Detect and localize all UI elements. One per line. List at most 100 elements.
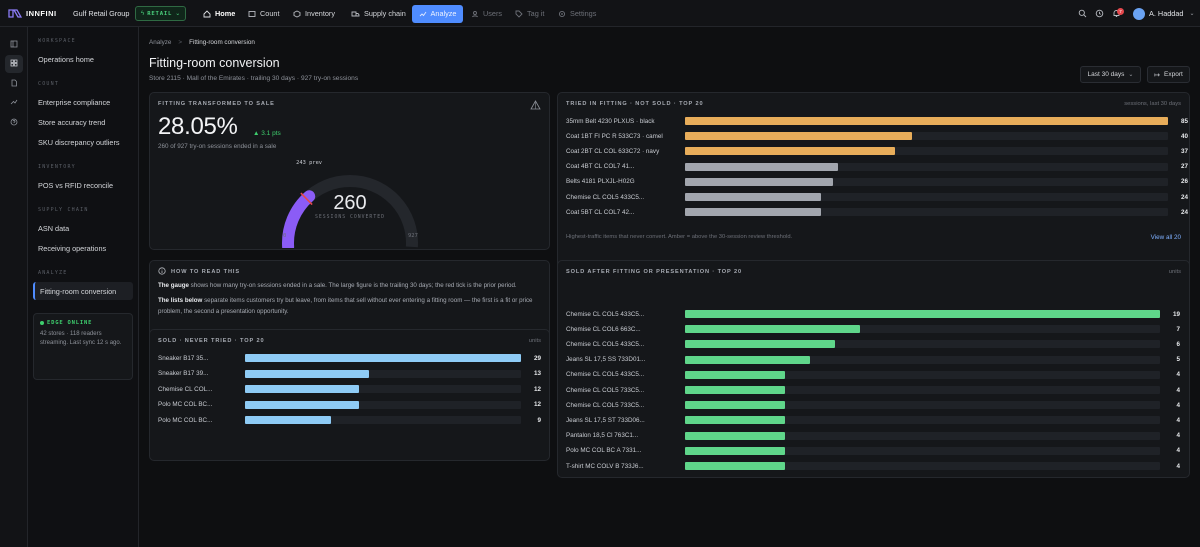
view-all-link[interactable]: View all 20: [1150, 234, 1181, 241]
bar-track: [685, 147, 1168, 156]
bar-row[interactable]: Chemise CL COL5 733C5... 4: [566, 384, 1180, 396]
bar-track: [685, 446, 1160, 455]
user-menu[interactable]: A. Haddad ⌄: [1133, 0, 1195, 27]
rail-help-button[interactable]: [5, 114, 23, 132]
bar-row[interactable]: Coat 2BT CL COL 633C72 · navy 37: [566, 145, 1188, 157]
nav-analyze[interactable]: Analyze: [412, 0, 463, 27]
bar-track: [685, 431, 1160, 440]
bar-row[interactable]: Belts 4181 PLXJL-H02G 26: [566, 176, 1188, 188]
bar-row[interactable]: Chemise CL COL5 433C5... 6: [566, 338, 1180, 350]
notifications-button[interactable]: 7: [1112, 0, 1124, 27]
bar-row[interactable]: Chemise CL COL5 433C5... 24: [566, 191, 1188, 203]
how-to-read-lists: The lists below separate items customers…: [158, 295, 543, 317]
nav-users[interactable]: Users: [471, 0, 502, 27]
bar-row[interactable]: Polo MC COL BC... 9: [158, 414, 541, 426]
bar-label: Sneaker B17 35...: [158, 354, 209, 362]
bar-row[interactable]: Sneaker B17 35... 29: [158, 352, 541, 364]
count-icon: [248, 10, 256, 18]
bar-value: 4: [1176, 371, 1180, 379]
bar-fill: [685, 401, 785, 410]
bar-value: 4: [1176, 416, 1180, 424]
sidebar-item-sku-discrepancy[interactable]: SKU discrepancy outliers: [38, 138, 120, 147]
bar-label: Polo MC COL BC A 7331...: [566, 447, 642, 455]
bar-row[interactable]: Jeans SL 17,5 ST 733D06... 4: [566, 414, 1180, 426]
conversion-delta: ▲ 3.1 pts: [253, 130, 281, 137]
nav-count[interactable]: Count: [248, 0, 279, 27]
bar-row[interactable]: Chemise CL COL5 433C5... 4: [566, 369, 1180, 381]
document-icon: [10, 79, 18, 89]
avatar: [1133, 7, 1145, 20]
brand-name: INNFINI: [26, 9, 57, 18]
nav-home[interactable]: Home: [203, 0, 235, 27]
bar-track: [685, 132, 1168, 141]
search-button[interactable]: [1078, 0, 1087, 27]
sidebar-item-store-accuracy-trend[interactable]: Store accuracy trend: [38, 118, 106, 127]
bar-label: T-shirt MC COLV B 733J6...: [566, 462, 644, 470]
sold-after-fitting-card: SOLD AFTER FITTING OR PRESENTATION · TOP…: [557, 260, 1190, 478]
chevron-down-icon: ⌄: [1128, 72, 1134, 78]
bar-row[interactable]: Jeans SL 17,5 SS 733D01... 5: [566, 354, 1180, 366]
truck-icon: [351, 10, 360, 18]
nav-supply-chain[interactable]: Supply chain: [351, 0, 406, 27]
sidebar-item-receiving[interactable]: Receiving operations: [38, 244, 107, 253]
bar-row[interactable]: 35mm Belt 4230 PLXUS · black 85: [566, 115, 1188, 127]
bar-row[interactable]: Chemise CL COL5 433C5... 19: [566, 308, 1180, 320]
bar-label: Coat 2BT CL COL 633C72 · navy: [566, 147, 660, 155]
logo-icon: [8, 9, 22, 18]
bar-track: [685, 401, 1160, 410]
bar-row[interactable]: Chemise CL COL5 733C5... 4: [566, 399, 1180, 411]
bar-fill: [245, 369, 369, 378]
sidebar-item-fitting-room[interactable]: Fitting-room conversion: [33, 282, 133, 300]
sidebar-item-enterprise-compliance[interactable]: Enterprise compliance: [38, 98, 111, 107]
org-name[interactable]: Gulf Retail Group: [73, 9, 130, 18]
bar-row[interactable]: Polo MC COL BC... 12: [158, 399, 541, 411]
breadcrumb-analyze[interactable]: Analyze: [149, 39, 172, 46]
bar-label: Coat 5BT CL COL7 42...: [566, 208, 635, 216]
bar-value: 27: [1180, 163, 1188, 171]
bar-row[interactable]: Chemise CL COL6 663C... 7: [566, 323, 1180, 335]
bar-fill: [685, 147, 896, 156]
bar-row[interactable]: T-shirt MC COLV B 733J6... 4: [566, 460, 1180, 472]
bar-value: 12: [533, 401, 541, 408]
bar-track: [245, 385, 521, 393]
mode-switch[interactable]: ϟ RETAIL ⌄: [135, 0, 187, 27]
nav-inventory[interactable]: Inventory: [293, 0, 335, 27]
bar-label: Polo MC COL BC...: [158, 416, 213, 424]
bar-row[interactable]: Coat 1BT FI PC R 533C73 · camel 40: [566, 130, 1188, 142]
brand[interactable]: INNFINI: [8, 0, 57, 27]
icon-rail: [0, 27, 28, 547]
bar-row[interactable]: Polo MC COL BC A 7331... 4: [566, 445, 1180, 457]
export-button[interactable]: ↦ Export: [1147, 66, 1190, 83]
how-to-read-gauge: The gauge shows how many try-on sessions…: [158, 281, 543, 291]
nav-tag-it[interactable]: Tag it: [515, 0, 544, 27]
bar-label: Sneaker B17 39...: [158, 370, 209, 377]
conversion-percentage: 28.05%: [158, 113, 238, 140]
breadcrumb: Analyze > Fitting-room conversion: [149, 39, 255, 46]
bar-row[interactable]: Coat 5BT CL COL7 42... 24: [566, 206, 1188, 218]
user-name: A. Haddad: [1149, 9, 1184, 18]
sidebar-item-asn-data[interactable]: ASN data: [38, 224, 70, 233]
sidebar-item-operations-home[interactable]: Operations home: [38, 55, 94, 64]
rail-panel-button[interactable]: [5, 36, 23, 54]
bar-row[interactable]: Chemise CL COL... 12: [158, 383, 541, 395]
tried-not-sold-unit: sessions, last 30 days: [1124, 101, 1181, 107]
date-range-select[interactable]: Last 30 days ⌄: [1080, 66, 1141, 83]
export-icon: ↦: [1154, 71, 1161, 79]
bolt-icon: ϟ: [141, 10, 145, 17]
rail-docs-button[interactable]: [5, 75, 23, 93]
chevron-down-icon: ⌄: [1189, 11, 1195, 17]
rail-trend-button[interactable]: [5, 94, 23, 112]
history-button[interactable]: [1095, 0, 1104, 27]
sidebar-item-pos-rfid[interactable]: POS vs RFID reconcile: [38, 181, 114, 190]
rail-dashboard-button[interactable]: [5, 55, 23, 73]
panel-icon: [10, 40, 18, 50]
bar-row[interactable]: Coat 4BT CL COL7 41... 27: [566, 161, 1188, 173]
bar-value: 13: [533, 370, 541, 377]
how-to-read-gauge-text: shows how many try-on sessions ended in …: [188, 282, 517, 289]
bar-label: Chemise CL COL5 433C5...: [566, 340, 645, 348]
nav-settings[interactable]: Settings: [558, 0, 596, 27]
bar-row[interactable]: Sneaker B17 39... 13: [158, 368, 541, 380]
bar-track: [685, 370, 1160, 379]
how-to-read-title: HOW TO READ THIS: [171, 269, 240, 275]
bar-row[interactable]: Pantalon 18,5 Cl 763C1... 4: [566, 430, 1180, 442]
